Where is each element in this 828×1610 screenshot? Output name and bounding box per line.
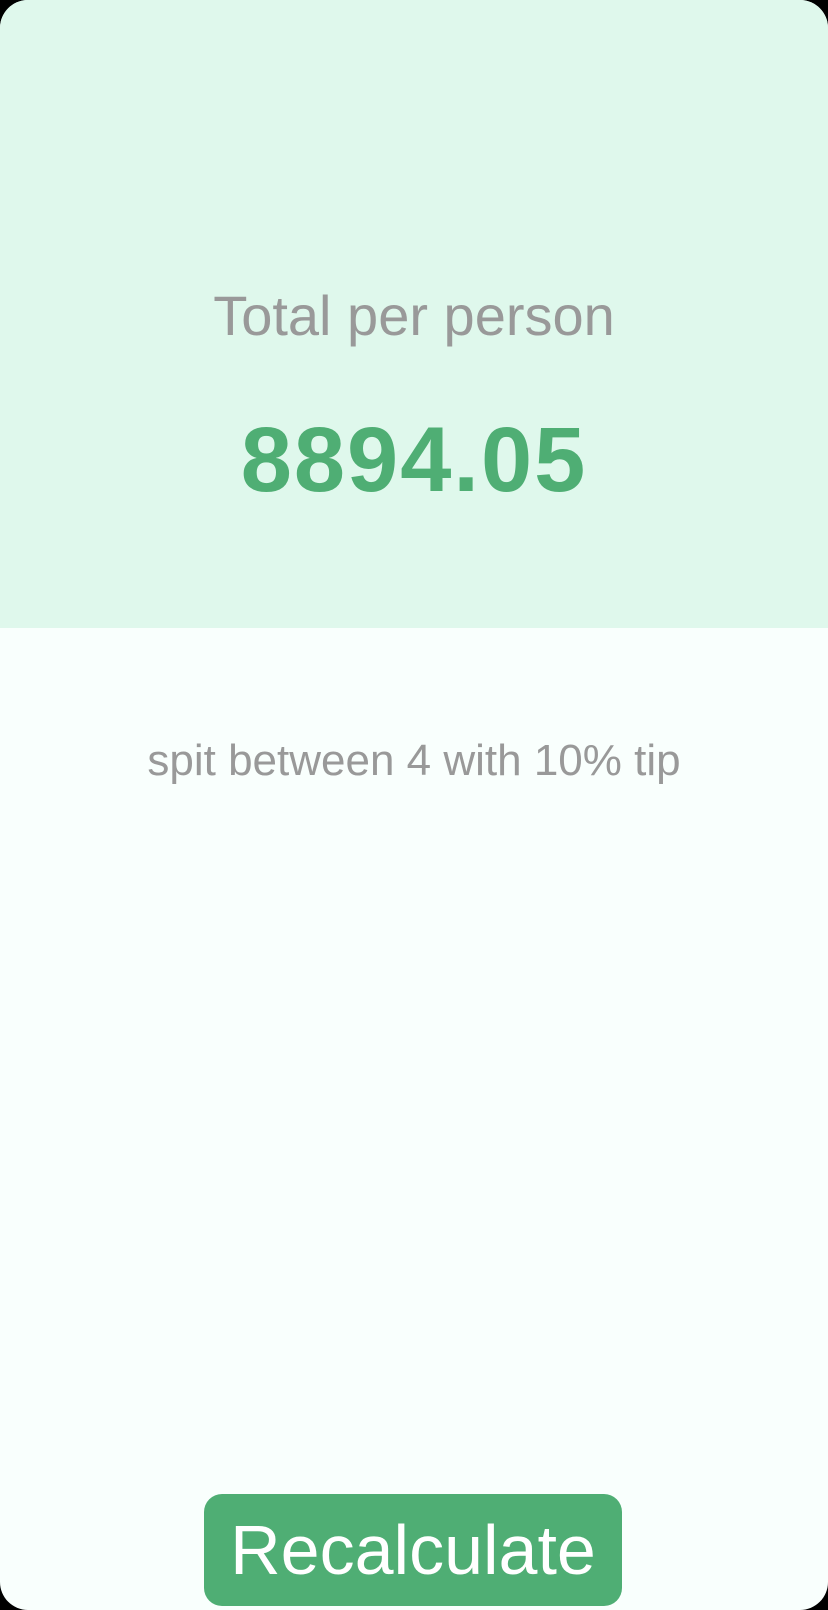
split-summary-text: spit between 4 with 10% tip xyxy=(147,736,681,785)
result-panel: Total per person 8894.05 xyxy=(0,0,828,628)
recalculate-button[interactable]: Recalculate xyxy=(204,1494,622,1606)
total-per-person-value: 8894.05 xyxy=(240,409,588,511)
result-label: Total per person xyxy=(213,284,615,347)
